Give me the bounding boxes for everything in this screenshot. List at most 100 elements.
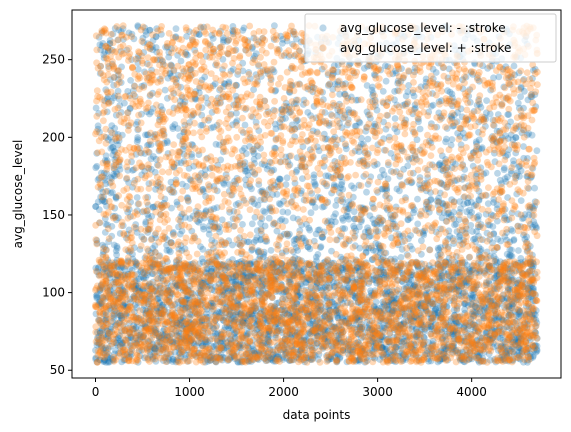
scatter-point-series-0 [517, 330, 525, 337]
scatter-point-series-0 [152, 234, 160, 242]
scatter-point-series-0 [218, 277, 225, 285]
scatter-point-series-0 [195, 309, 203, 316]
scatter-point-series-1 [113, 23, 121, 30]
scatter-point-series-0 [243, 167, 251, 175]
scatter-point-series-0 [465, 341, 472, 349]
scatter-point-series-0 [369, 83, 376, 91]
scatter-point-series-0 [138, 110, 145, 118]
scatter-point-series-0 [409, 203, 417, 211]
scatter-point-series-0 [292, 260, 300, 268]
scatter-point-series-0 [468, 355, 476, 363]
scatter-point-series-0 [354, 264, 362, 272]
scatter-point-series-0 [369, 335, 377, 343]
scatter-point-series-0 [177, 336, 185, 343]
scatter-point-series-0 [185, 351, 193, 359]
scatter-point-series-0 [116, 166, 124, 173]
scatter-point-series-0 [533, 347, 541, 355]
scatter-point-series-0 [263, 191, 271, 199]
scatter-point-series-0 [267, 76, 275, 83]
scatter-point-series-0 [294, 117, 302, 124]
scatter-point-series-0 [501, 175, 509, 183]
scatter-point-series-0 [253, 142, 261, 150]
scatter-point-series-0 [403, 267, 411, 275]
scatter-point-series-0 [169, 356, 177, 363]
scatter-point-series-0 [129, 255, 137, 263]
scatter-point-series-0 [272, 288, 280, 295]
scatter-point-series-0 [93, 162, 101, 170]
scatter-point-series-0 [444, 323, 452, 330]
scatter-point-series-0 [484, 200, 492, 208]
scatter-point-series-0 [145, 282, 153, 289]
scatter-point-series-0 [339, 185, 347, 193]
scatter-point-series-0 [160, 267, 168, 274]
scatter-point-series-0 [346, 201, 354, 209]
scatter-point-series-0 [394, 77, 402, 85]
scatter-point-series-1 [280, 95, 288, 102]
scatter-point-series-0 [182, 296, 190, 303]
scatter-point-series-0 [115, 137, 123, 145]
scatter-point-series-0 [439, 162, 446, 170]
scatter-point-series-0 [266, 204, 274, 212]
scatter-point-series-0 [214, 336, 221, 343]
scatter-point-series-0 [324, 144, 332, 151]
scatter-point-series-0 [457, 205, 464, 212]
scatter-point-series-0 [167, 350, 174, 358]
scatter-point-series-0 [412, 351, 420, 359]
scatter-point-series-0 [106, 40, 114, 47]
scatter-point-series-0 [212, 140, 220, 148]
scatter-point-series-0 [510, 338, 517, 346]
scatter-point-series-0 [319, 345, 327, 352]
scatter-point-series-0 [332, 210, 339, 218]
scatter-point-series-0 [169, 275, 176, 282]
scatter-point-series-0 [455, 291, 463, 299]
scatter-point-series-0 [320, 284, 328, 292]
scatter-point-series-0 [276, 269, 283, 277]
scatter-point-series-0 [134, 136, 142, 144]
scatter-point-series-0 [260, 349, 268, 357]
scatter-point-series-0 [228, 315, 235, 323]
scatter-point-series-0 [250, 86, 257, 93]
scatter-point-series-0 [379, 327, 387, 335]
scatter-point-series-0 [331, 158, 339, 165]
scatter-point-series-0 [531, 329, 539, 336]
scatter-point-series-0 [494, 217, 501, 225]
scatter-point-series-0 [457, 356, 464, 364]
scatter-point-series-0 [408, 312, 416, 319]
scatter-point-series-0 [315, 332, 323, 340]
scatter-point-series-0 [524, 285, 532, 292]
scatter-point-series-0 [383, 274, 391, 281]
scatter-point-series-0 [397, 254, 405, 261]
scatter-point-series-0 [364, 181, 372, 188]
scatter-point-series-0 [239, 279, 247, 287]
scatter-point-series-0 [328, 298, 336, 306]
scatter-point-series-0 [381, 324, 389, 332]
scatter-point-series-0 [127, 334, 135, 342]
scatter-point-series-0 [315, 308, 323, 316]
scatter-point-series-0 [454, 259, 462, 267]
scatter-point-series-0 [151, 346, 159, 353]
scatter-point-series-0 [372, 102, 379, 109]
scatter-point-series-0 [235, 240, 242, 248]
scatter-point-series-0 [436, 265, 444, 272]
scatter-point-series-0 [207, 272, 215, 280]
scatter-point-series-0 [500, 166, 508, 174]
scatter-point-series-0 [413, 301, 420, 309]
scatter-point-series-0 [258, 230, 265, 238]
scatter-point-series-0 [140, 275, 148, 282]
scatter-point-series-0 [203, 317, 211, 324]
scatter-point-series-0 [503, 274, 511, 281]
scatter-point-series-0 [231, 278, 239, 286]
scatter-point-series-0 [173, 201, 181, 209]
scatter-point-series-0 [481, 296, 489, 303]
scatter-point-series-0 [113, 137, 120, 145]
scatter-point-series-0 [438, 271, 446, 279]
scatter-point-series-0 [207, 124, 215, 132]
scatter-point-series-0 [512, 261, 520, 269]
scatter-point-series-0 [374, 228, 382, 235]
scatter-point-series-0 [146, 337, 154, 345]
scatter-point-series-0 [453, 176, 461, 184]
scatter-point-series-0 [307, 298, 315, 306]
scatter-point-series-0 [174, 71, 182, 79]
scatter-point-series-0 [284, 232, 292, 240]
scatter-point-series-0 [382, 125, 390, 133]
